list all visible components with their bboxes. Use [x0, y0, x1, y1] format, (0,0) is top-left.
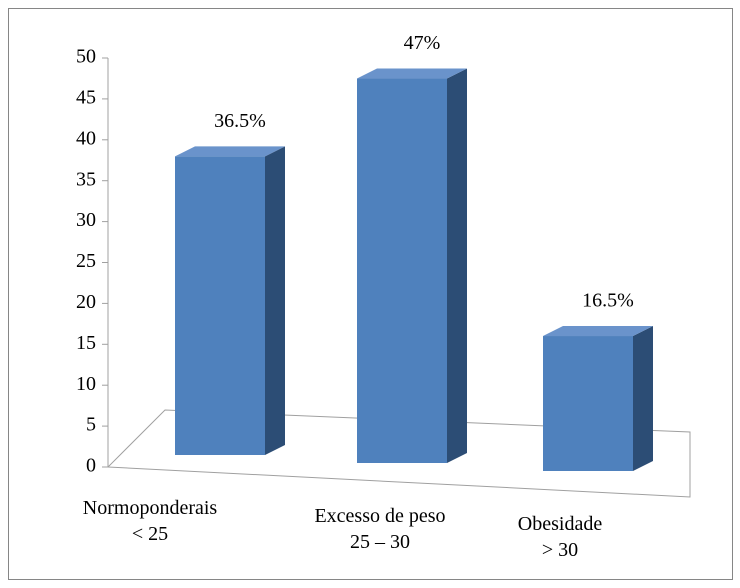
x-tick-label: Normoponderais < 25 — [82, 497, 218, 545]
value-label: 16.5% — [582, 290, 634, 312]
y-tick-label: 20 — [76, 291, 96, 313]
y-tick-label: 15 — [76, 332, 96, 354]
value-label: 47% — [404, 32, 441, 54]
value-label: 36.5% — [214, 110, 266, 132]
y-tick-label: 40 — [76, 127, 96, 149]
bar-side — [447, 68, 467, 463]
bar-top — [175, 146, 285, 157]
bar-top — [543, 326, 653, 337]
bar — [357, 78, 447, 463]
x-tick-label: Excesso de peso 25 – 30 — [314, 505, 446, 553]
y-tick-label: 30 — [76, 209, 96, 231]
bar-side — [265, 146, 285, 455]
floor — [106, 409, 691, 498]
y-tick-label: 35 — [76, 168, 96, 190]
y-tick-label: 50 — [76, 46, 96, 68]
bar-side — [633, 326, 653, 471]
y-tick-label: 25 — [76, 250, 96, 272]
bar — [543, 336, 633, 471]
y-tick-label: 5 — [86, 414, 96, 436]
y-tick-label: 10 — [76, 373, 96, 395]
y-tick-label: 45 — [76, 86, 96, 108]
y-tick-label: 0 — [86, 455, 96, 477]
bar-top — [357, 68, 467, 79]
x-tick-label: Obesidade > 30 — [517, 513, 603, 561]
bar — [175, 156, 265, 455]
